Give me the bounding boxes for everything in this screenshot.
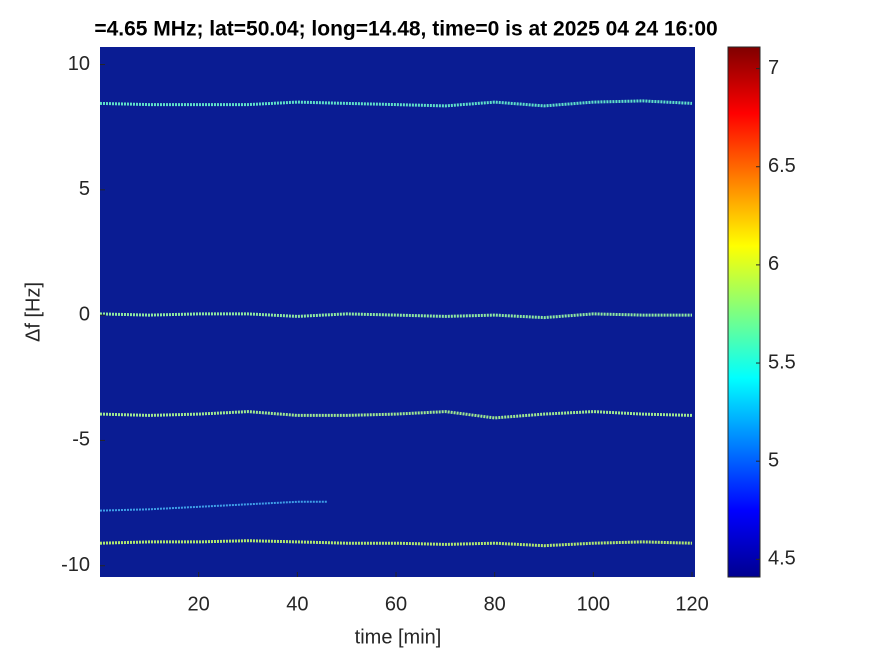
spectral-trace: [100, 539, 693, 548]
x-tick-label: 120: [675, 593, 708, 615]
spectral-trace: [100, 500, 327, 512]
colorbar-tick-label: 5: [768, 449, 779, 471]
colorbar-tick-label: 6: [768, 253, 779, 275]
heatmap-background: [100, 47, 695, 577]
x-tick-label: 60: [385, 593, 407, 615]
spectral-trace: [100, 312, 692, 320]
x-tick-label: 100: [577, 593, 610, 615]
colorbar-tick-label: 7: [768, 57, 779, 79]
x-tick-label: 20: [188, 593, 210, 615]
colorbar-tick-label: 6.5: [768, 155, 796, 177]
chart-title: =4.65 MHz; lat=50.04; long=14.48, time=0…: [94, 18, 717, 41]
x-axis-label: time [min]: [355, 626, 442, 648]
colorbar-tick-label: 5.5: [768, 351, 796, 373]
y-tick-label: 10: [68, 53, 90, 75]
x-tick-label: 80: [484, 593, 506, 615]
spectral-trace: [100, 99, 693, 108]
y-tick-label: -10: [61, 554, 90, 576]
y-tick-label: -5: [72, 429, 90, 451]
y-tick-label: 0: [79, 303, 90, 325]
colorbar-tick-label: 4.5: [768, 548, 796, 570]
colorbar: [727, 46, 761, 578]
x-tick-label: 40: [286, 593, 308, 615]
y-axis-label: Δf [Hz]: [22, 282, 44, 342]
y-tick-label: 5: [79, 178, 90, 200]
plot-area: [100, 47, 695, 577]
